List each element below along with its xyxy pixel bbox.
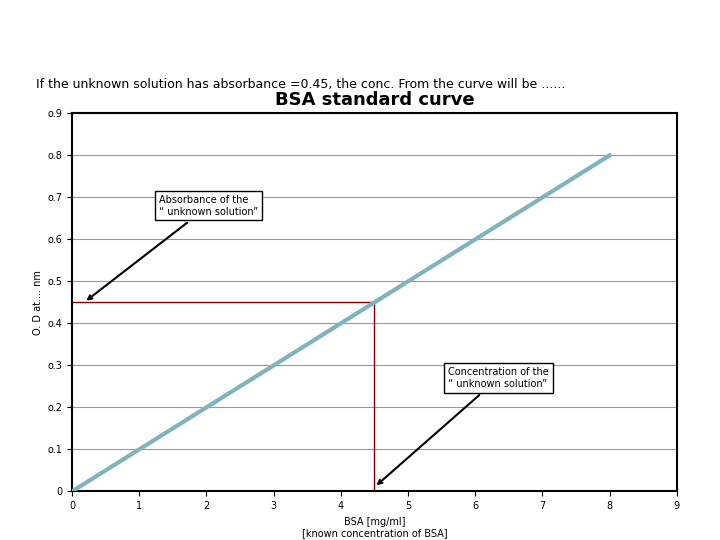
Text: Absorbance of the
“ unknown solution”: Absorbance of the “ unknown solution” bbox=[88, 195, 258, 299]
X-axis label: BSA [mg/ml]
[known concentration of BSA]: BSA [mg/ml] [known concentration of BSA] bbox=[302, 517, 447, 538]
Y-axis label: O. D at.... nm: O. D at.... nm bbox=[33, 270, 43, 335]
Title: BSA standard curve: BSA standard curve bbox=[274, 91, 474, 109]
Text: Concentration of the
“ unknown solution”: Concentration of the “ unknown solution” bbox=[378, 367, 549, 484]
Text: If the unknown solution has absorbance =0.45, the conc. From the curve will be .: If the unknown solution has absorbance =… bbox=[36, 78, 565, 91]
